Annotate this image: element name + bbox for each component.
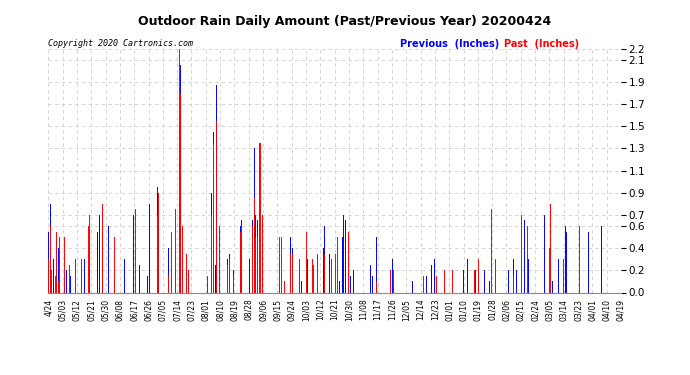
- Text: Previous  (Inches): Previous (Inches): [400, 39, 500, 50]
- Text: Outdoor Rain Daily Amount (Past/Previous Year) 20200424: Outdoor Rain Daily Amount (Past/Previous…: [139, 15, 551, 28]
- Text: Copyright 2020 Cartronics.com: Copyright 2020 Cartronics.com: [48, 39, 193, 48]
- Text: Past  (Inches): Past (Inches): [504, 39, 579, 50]
